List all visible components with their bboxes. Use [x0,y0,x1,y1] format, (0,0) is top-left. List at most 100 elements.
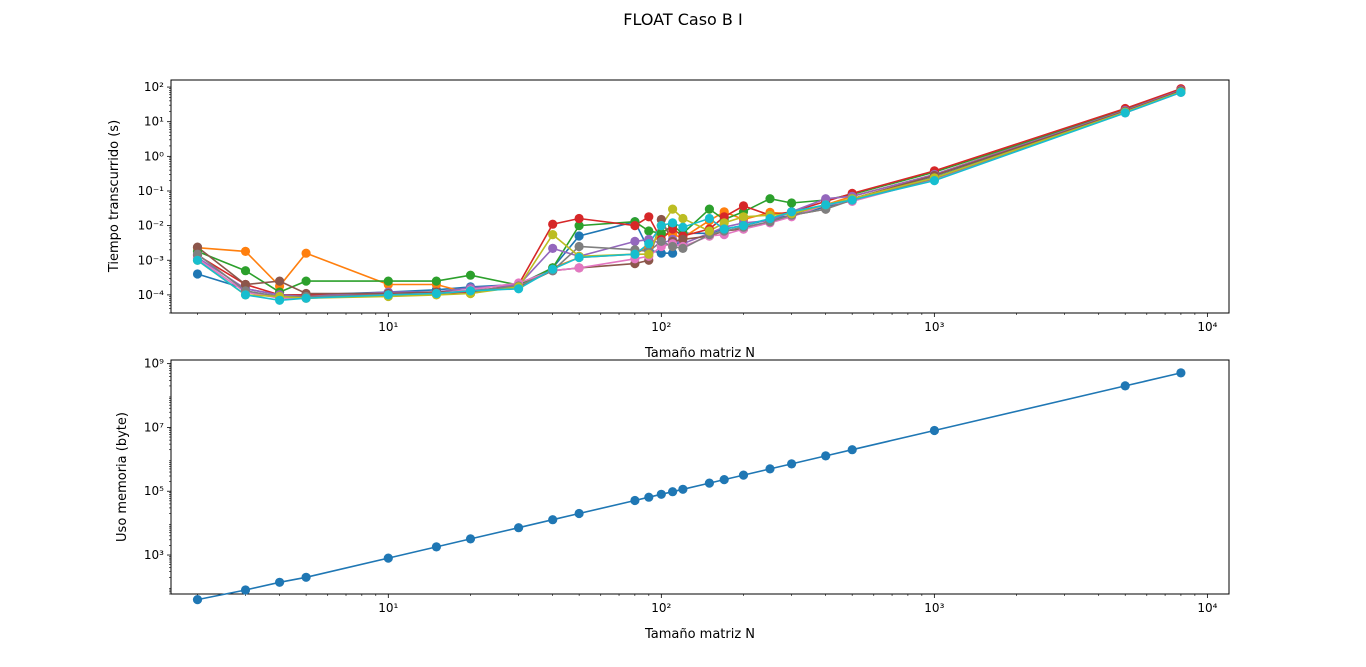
data-point-series-0 [465,534,476,544]
data-point-series-8 [678,213,688,224]
data-point-series-0 [1120,381,1130,391]
data-point-series-4 [630,236,640,246]
data-point-series-0 [192,595,203,605]
series-line-0 [197,90,1182,296]
data-point-series-9 [548,264,558,274]
series-line-2 [197,89,1182,293]
data-point-series-3 [630,221,640,231]
data-point-series-6 [574,263,584,273]
x-tick-label: 10² [651,320,671,334]
data-point-series-0 [514,523,524,533]
data-point-series-9 [1176,87,1186,97]
data-point-series-9 [644,239,654,249]
y-tick-label: 10⁵ [144,484,164,498]
data-point-series-3 [738,201,749,211]
memory-plot-y-ticks: 10³ 10⁵ 10⁷ 10⁹ [144,357,171,562]
memory-plot: 10¹ 10² 10³ 10⁴ 10³ 10⁵ 10⁷ 10⁹ Tamaño matriz … [115,357,1230,642]
series-line-0 [197,372,1182,601]
time-plot: 10¹ 10² 10³ 10⁴ 10⁻⁴ 10⁻³ 10⁻² 10⁻¹ 10⁰ 10¹ 10² T… [107,79,1230,361]
y-tick-label: 10¹ [144,115,164,129]
y-tick-label: 10⁷ [144,420,164,434]
data-point-series-3 [644,212,654,222]
data-point-series-8 [548,230,558,240]
series-line-9 [197,91,1182,302]
data-point-series-0 [574,508,584,519]
data-point-series-5 [192,242,203,252]
data-point-series-2 [787,198,797,208]
data-point-series-1 [240,246,251,256]
data-point-series-9 [275,295,285,305]
data-point-series-2 [765,194,775,204]
data-point-series-3 [548,219,558,229]
series-line-4 [197,89,1182,298]
data-point-series-0 [431,542,441,552]
data-point-series-9 [383,290,393,300]
data-point-series-5 [275,276,285,286]
data-point-series-4 [548,243,558,253]
data-point-series-9 [301,293,311,303]
series-line-7 [197,91,1182,298]
memory-plot-x-ticks: 10¹ 10² 10³ 10⁴ [378,594,1218,615]
data-point-series-9 [630,249,640,259]
data-point-series-0 [929,425,940,436]
data-point-series-0 [765,464,775,474]
time-plot-frame [170,79,1230,314]
x-tick-label: 10³ [924,601,944,615]
data-point-series-0 [383,553,393,563]
data-point-series-3 [574,213,584,224]
data-point-series-0 [704,478,715,488]
data-point-series-2 [644,226,654,236]
memory-plot-y-axis-label: Uso memoria (byte) [115,412,130,542]
data-point-series-9 [574,252,584,263]
time-plot-x-axis-label: Tamaño matriz N [644,346,755,361]
data-point-series-7 [668,241,678,252]
data-point-series-0 [301,572,311,582]
data-point-series-0 [738,470,749,480]
data-point-series-0 [821,451,831,461]
data-point-series-9 [704,213,715,224]
x-tick-label: 10⁴ [1197,601,1217,615]
data-point-series-5 [240,279,251,290]
data-point-series-0 [630,495,640,506]
series-line-5 [197,90,1182,295]
data-point-series-1 [301,248,311,258]
data-point-series-9 [678,222,688,232]
data-point-series-9 [668,218,678,228]
data-point-series-0 [847,445,857,455]
data-point-series-0 [668,487,678,497]
y-tick-label: 10⁰ [144,149,164,163]
data-point-series-9 [1120,108,1130,118]
data-point-series-0 [678,484,688,494]
y-tick-label: 10⁻³ [138,253,165,267]
y-tick-label: 10³ [144,548,164,562]
y-tick-label: 10² [144,80,164,94]
data-point-series-9 [514,284,524,294]
data-point-series-5 [678,234,688,244]
data-point-series-2 [383,276,393,286]
time-plot-series [192,84,1186,305]
time-plot-x-ticks: 10¹ 10² 10³ 10⁴ [378,313,1218,334]
y-tick-label: 10⁻² [138,219,165,233]
data-point-series-9 [765,213,775,224]
time-plot-y-ticks: 10⁻⁴ 10⁻³ 10⁻² 10⁻¹ 10⁰ 10¹ 10² [138,80,171,302]
data-point-series-8 [704,226,715,236]
data-point-series-9 [656,221,666,231]
data-point-series-9 [240,290,251,300]
data-point-series-7 [574,241,584,252]
data-point-series-2 [431,276,441,286]
data-point-series-0 [548,515,558,525]
memory-plot-x-axis-label: Tamaño matriz N [644,627,755,642]
data-point-series-0 [192,269,203,279]
data-point-series-9 [787,207,797,217]
data-point-series-9 [192,255,203,265]
y-tick-label: 10⁻¹ [138,184,165,198]
x-tick-label: 10² [651,601,671,615]
data-point-series-0 [240,585,251,595]
figure-title: FLOAT Caso B I [623,10,743,29]
time-plot-y-axis-label: Tiempo transcurrido (s) [107,120,122,273]
data-point-series-9 [719,224,729,234]
data-point-series-0 [644,492,654,502]
data-point-series-2 [574,221,584,231]
x-tick-label: 10¹ [378,601,398,615]
